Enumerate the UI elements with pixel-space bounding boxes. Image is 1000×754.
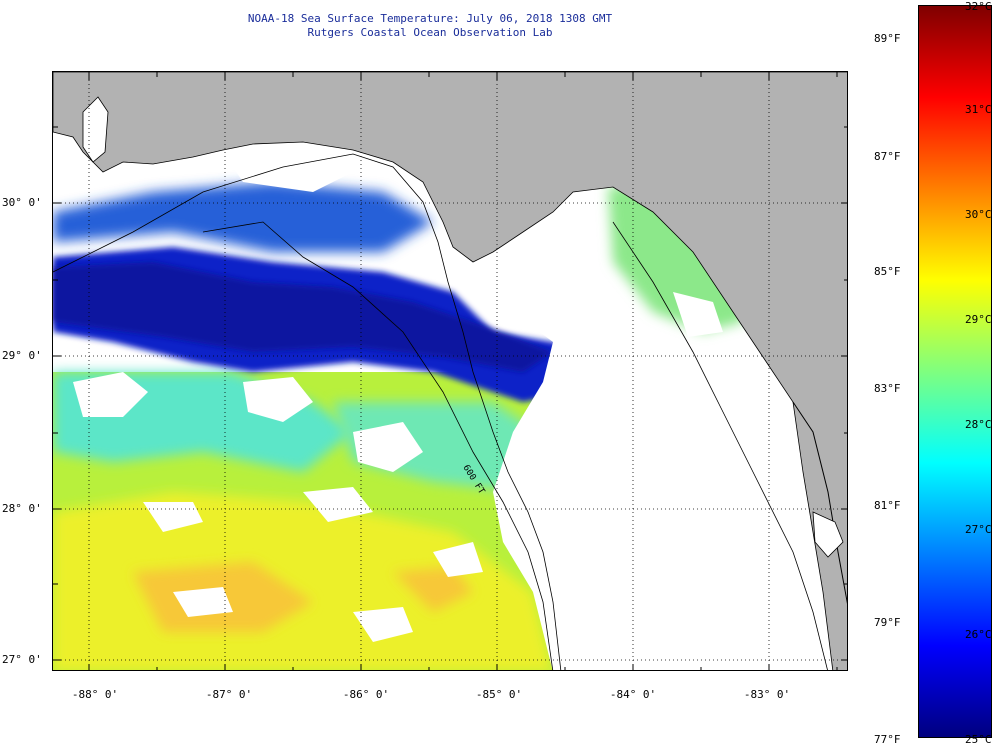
colorbar-f-label: 85°F [874,265,901,278]
colorbar-f-label: 79°F [874,616,901,629]
graticule [53,72,847,670]
temperature-colorbar [918,5,992,738]
cloud-east [483,267,847,670]
colorbar-c-label: 30°C [965,208,992,221]
cloud-patch-1 [73,372,148,417]
colorbar-c-label: 27°C [965,523,992,536]
cloud-patch-4 [143,502,203,532]
colorbar-f-label: 83°F [874,382,901,395]
ticks-left [53,126,61,661]
colorbar-c-label: 26°C [965,628,992,641]
ticks-bottom [88,664,838,670]
map-subtitle: Rutgers Coastal Ocean Observation Lab [307,26,553,39]
sst-deep-blue-core [53,262,553,372]
lon-label-84: -84° 0' [609,688,657,701]
cloud-patch-5 [303,487,373,522]
land-florida-gulf-edge [792,401,847,604]
colorbar-f-label: 89°F [874,32,901,45]
lon-label-86: -86° 0' [342,688,390,701]
colorbar-c-label: 32°C [965,0,992,13]
depth-contours [53,153,828,670]
map-title: NOAA-18 Sea Surface Temperature: July 06… [247,12,613,25]
sst-orange-patches [133,562,473,632]
colorbar-c-label: 28°C [965,418,992,431]
colorbar-c-label: 25°C [965,733,992,746]
colorbar-f-label: 77°F [874,733,901,746]
colorbar-f-label: 81°F [874,499,901,512]
colorbar-gradient [919,6,991,737]
cloud-mask [73,122,847,670]
ticks-right [841,126,847,661]
land-north-coast [53,72,847,670]
contour-600ft [202,221,554,670]
lat-label-30: 30° 0' [2,196,42,209]
contour-shelf [612,221,828,670]
lon-label-85: -85° 0' [475,688,523,701]
colorbar-c-label: 29°C [965,313,992,326]
sst-map: 600 FT [52,71,848,671]
sst-data-layer [53,182,753,670]
lat-label-29: 29° 0' [2,349,42,362]
lon-label-88: -88° 0' [71,688,119,701]
colorbar-c-label: 31°C [965,103,992,116]
land-layer [53,72,847,670]
colorbar-f-label: 87°F [874,150,901,163]
cloud-patch-7 [173,587,233,617]
cloud-patch-3 [353,422,423,472]
sst-north-coastal-mix [53,182,433,252]
tick-marks [53,72,847,670]
lon-label-83: -83° 0' [743,688,791,701]
cloud-patch-2 [243,377,313,422]
cloud-big-bend [673,292,723,337]
land-tampa-bay [812,511,844,558]
lon-label-87: -87° 0' [205,688,253,701]
land-mobile-bay-peninsula [82,96,109,163]
contour-outer [53,153,562,670]
lat-label-27: 27° 0' [2,653,42,666]
lat-label-28: 28° 0' [2,502,42,515]
ticks-top [88,72,838,80]
cloud-north-center [223,142,353,192]
sst-map-canvas: 600 FT [53,72,847,670]
cloud-patch-6 [433,542,483,577]
cloud-patch-8 [353,607,413,642]
